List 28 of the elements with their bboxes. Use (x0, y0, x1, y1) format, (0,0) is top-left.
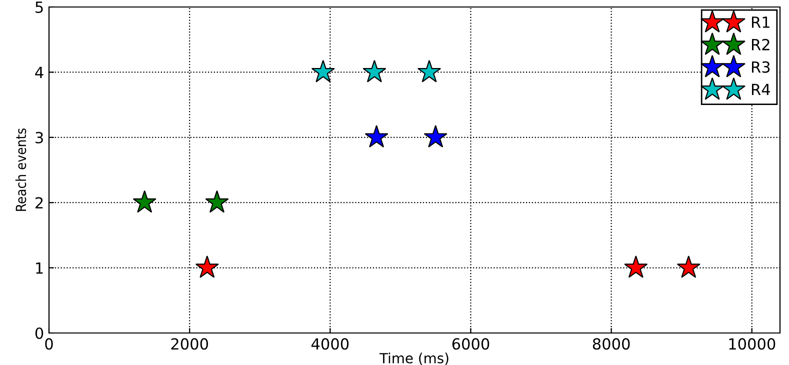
point (624, 255, 648, 278)
point (311, 60, 335, 82)
y-tick-label: 2 (36, 197, 43, 208)
y-axis-title: Reach events (15, 128, 26, 211)
x-tick-label: 4000 (311, 338, 349, 350)
point (205, 190, 229, 213)
point (424, 125, 448, 148)
y-tick-label: 3 (36, 132, 43, 144)
x-axis-title: Time (ms) (379, 352, 448, 365)
x-tick-label: 2000 (171, 338, 208, 350)
legend-label: R3 (752, 61, 770, 73)
point (676, 255, 700, 278)
point (195, 255, 219, 278)
x-tick-label: 6000 (452, 338, 490, 350)
point (362, 60, 386, 82)
x-tick-label: 8000 (592, 338, 630, 350)
y-tick-label: 5 (36, 2, 43, 14)
point (417, 60, 442, 82)
legend-label: R2 (752, 38, 770, 50)
x-tick-label: 10000 (729, 338, 776, 350)
y-tick-label: 1 (36, 262, 43, 274)
legend-label: R4 (752, 84, 770, 96)
point (132, 190, 156, 213)
point (364, 125, 388, 148)
y-tick-label: 4 (35, 66, 44, 78)
x-tick-label: 0 (45, 338, 53, 350)
y-tick-label: 0 (35, 327, 44, 340)
legend-label: R1 (752, 16, 770, 28)
